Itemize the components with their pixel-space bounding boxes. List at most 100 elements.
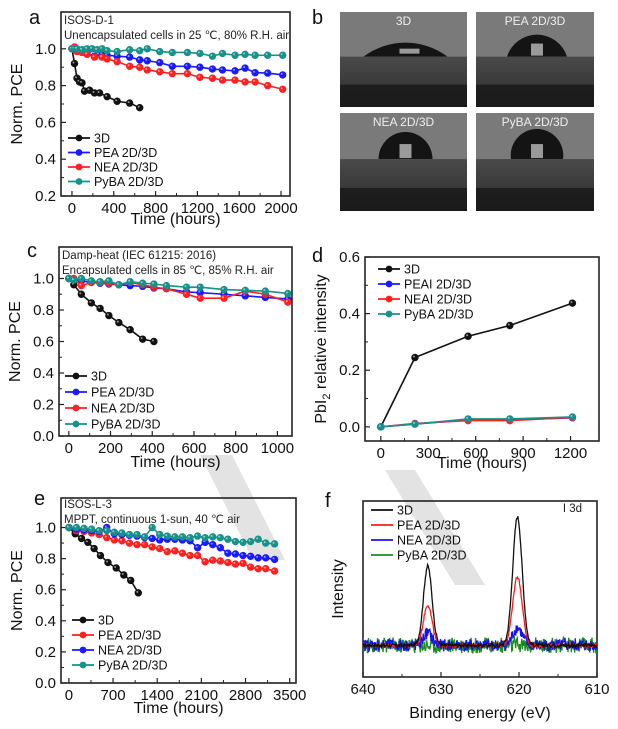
data-point	[103, 46, 111, 55]
y-tick-label: 0.4	[35, 613, 56, 630]
data-point-highlight	[220, 78, 223, 81]
x-tick-label: 800	[223, 440, 248, 457]
data-point	[171, 547, 179, 555]
data-point	[80, 524, 88, 533]
data-point	[162, 281, 171, 290]
series-3d	[363, 516, 597, 650]
data-point-highlight	[233, 53, 236, 56]
data-point	[186, 533, 194, 542]
data-point	[208, 65, 217, 73]
data-point-highlight	[256, 566, 259, 569]
y-axis-title-subscript: 2	[321, 394, 333, 400]
data-point-highlight	[157, 532, 160, 535]
data-point-highlight	[280, 72, 283, 75]
data-point-highlight	[197, 51, 200, 54]
data-point-highlight	[89, 278, 92, 281]
data-point	[464, 332, 472, 340]
data-point-highlight	[114, 565, 117, 568]
series-line	[380, 302, 573, 428]
y-tick-label: 0.6	[35, 582, 56, 599]
data-point	[224, 549, 232, 557]
data-point	[125, 539, 134, 547]
data-point-highlight	[150, 525, 153, 528]
legend-label: PEAI 2D/3D	[404, 278, 471, 292]
data-point-highlight	[72, 61, 75, 64]
x-axis-title: Binding energy (eV)	[409, 705, 550, 722]
data-point	[284, 298, 292, 306]
legend-label: NEA 2D/3D	[91, 402, 155, 416]
data-point-highlight	[195, 534, 198, 537]
data-point-highlight	[151, 339, 154, 342]
panel-f-chart: 640 630 620 610 Binding energy (eV) Intensity…	[330, 500, 610, 722]
legend-label: 3D	[98, 614, 114, 628]
data-point-highlight	[157, 49, 160, 52]
data-point	[143, 45, 151, 53]
data-point	[104, 558, 112, 567]
data-point	[77, 534, 86, 543]
data-point-highlight	[170, 71, 173, 74]
data-point	[95, 526, 103, 535]
data-point-highlight	[119, 530, 122, 533]
y-axis-title: PbI2 relative intensity	[313, 274, 333, 423]
data-point-highlight	[263, 289, 266, 292]
data-point-highlight	[272, 557, 275, 560]
data-point-highlight	[150, 544, 153, 547]
series-3d	[377, 299, 577, 431]
data-point-highlight	[140, 337, 143, 340]
y-tick-label: 0.6	[339, 249, 360, 266]
data-point	[220, 294, 228, 302]
data-point	[178, 533, 187, 541]
data-point-highlight	[106, 560, 108, 563]
x-tick-label: 900	[511, 445, 536, 462]
data-point-highlight	[263, 566, 266, 569]
data-point-highlight	[280, 87, 283, 90]
data-point-highlight	[136, 590, 139, 593]
data-point	[163, 547, 172, 556]
data-point	[156, 47, 164, 56]
y-tick-label: 0.4	[33, 365, 54, 382]
legend-label: PEA 2D/3D	[98, 629, 161, 643]
legend-item: NEA 2D/3D	[371, 534, 461, 548]
legend-item: PEAI 2D/3D	[378, 278, 471, 292]
data-point-highlight	[172, 548, 175, 551]
legend-label: PEA 2D/3D	[91, 386, 154, 400]
data-point	[148, 543, 156, 551]
data-point-highlight	[115, 99, 118, 102]
data-point	[148, 534, 156, 543]
data-point	[115, 281, 123, 289]
data-point-highlight	[185, 71, 188, 74]
legend-swatch-marker	[72, 372, 80, 380]
data-point-highlight	[128, 327, 131, 330]
data-point-highlight	[225, 560, 228, 563]
data-point	[126, 325, 134, 334]
data-point-highlight	[233, 78, 236, 81]
data-point-highlight	[137, 57, 140, 60]
legend-swatch-marker	[75, 163, 83, 171]
data-point-highlight	[412, 422, 415, 425]
data-point-highlight	[243, 52, 246, 55]
x-tick-label: 1000	[261, 440, 294, 457]
x-tick-label: 630	[428, 681, 453, 698]
data-point-highlight	[218, 545, 221, 548]
data-point-highlight	[185, 64, 188, 67]
data-point	[70, 59, 79, 68]
legend-item: PEA 2D/3D	[371, 519, 460, 533]
data-point-highlight	[220, 51, 223, 54]
data-point-highlight	[105, 56, 108, 59]
legend-swatch-marker	[385, 265, 393, 273]
data-point-highlight	[221, 287, 224, 290]
data-point	[224, 558, 232, 567]
data-point-highlight	[79, 536, 82, 539]
series-line	[68, 278, 155, 343]
data-point	[239, 538, 247, 547]
data-point-highlight	[112, 530, 115, 533]
data-point-highlight	[100, 46, 103, 49]
legend-item: PEA 2D/3D	[65, 386, 154, 400]
data-point	[270, 555, 279, 564]
data-point	[105, 311, 113, 320]
y-axis-title-part: relative intensity	[313, 274, 330, 393]
data-point	[120, 571, 128, 579]
data-point-highlight	[98, 306, 101, 309]
contact-angle-image: PEA 2D/3D	[476, 12, 594, 107]
